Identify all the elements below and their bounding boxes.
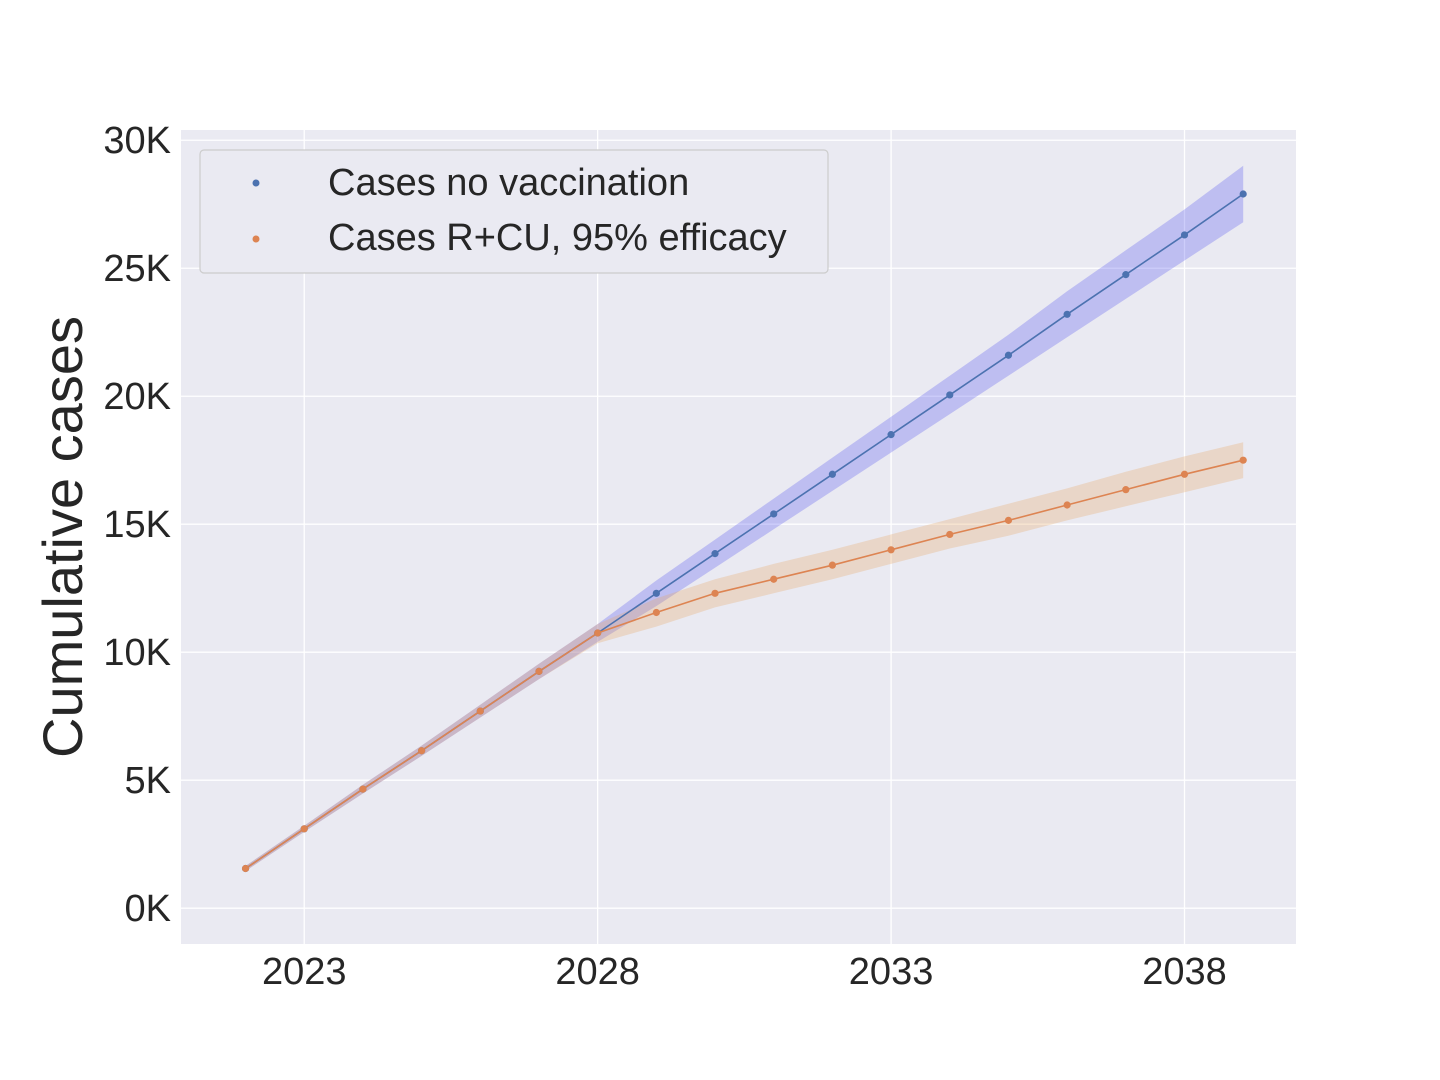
y-tick-label: 5K [125,760,171,802]
legend-marker-rcu-vaccination [252,235,260,243]
y-tick-label: 25K [103,248,171,290]
data-point-series-0 [770,510,778,518]
series-lines [245,193,1244,870]
x-tick-label: 2028 [555,951,640,993]
data-point-series-0 [1122,271,1130,279]
data-point-series-1 [711,589,719,597]
line-series-1 [245,459,1244,870]
data-point-series-1 [300,825,308,833]
data-point-series-1 [1180,470,1189,478]
legend-box [199,149,829,274]
series-points [241,190,1247,873]
data-point-series-1 [1239,456,1247,464]
y-tick-label: 20K [103,376,171,418]
legend-marker-no-vaccination [252,179,260,187]
y-tick-label: 15K [103,504,171,546]
data-point-series-1 [770,575,778,583]
data-point-series-0 [1004,351,1013,359]
legend-label-rcu-vaccination: Cases R+CU, 95% efficacy [328,217,787,259]
band-series-0 [245,165,1244,872]
data-point-series-0 [1180,231,1189,239]
data-point-series-1 [535,667,543,675]
data-point-series-1 [359,785,367,793]
data-point-series-1 [476,707,484,715]
data-point-series-1 [946,530,954,539]
data-point-series-1 [241,864,250,873]
data-point-series-0 [946,391,954,399]
data-point-series-1 [828,561,836,569]
data-point-series-1 [652,608,660,617]
y-tick-label: 30K [103,120,171,162]
x-tick-label: 2023 [262,951,347,993]
data-point-series-1 [1122,486,1130,494]
data-point-series-0 [887,431,895,439]
y-tick-label: 0K [125,888,171,930]
legend-label-no-vaccination: Cases no vaccination [328,162,689,204]
y-tick-label: 10K [103,632,171,674]
y-axis-label: Cumulative cases [31,316,94,758]
data-point-series-1 [887,546,895,554]
data-point-series-1 [1004,516,1013,524]
legend: Cases no vaccination Cases R+CU, 95% eff… [199,149,829,274]
data-point-series-1 [594,629,602,637]
x-tick-labels: 2023 2028 2033 2038 [262,951,1227,993]
y-tick-labels: 0K 5K 10K 15K 20K 25K 30K [103,120,171,930]
x-tick-label: 2033 [849,951,934,993]
data-point-series-0 [1239,190,1247,198]
data-point-series-0 [652,589,660,597]
data-point-series-0 [711,550,719,558]
x-tick-label: 2038 [1142,951,1227,993]
data-point-series-1 [418,747,426,755]
data-point-series-0 [828,470,836,478]
data-point-series-0 [1063,310,1071,318]
data-point-series-1 [1063,501,1071,509]
